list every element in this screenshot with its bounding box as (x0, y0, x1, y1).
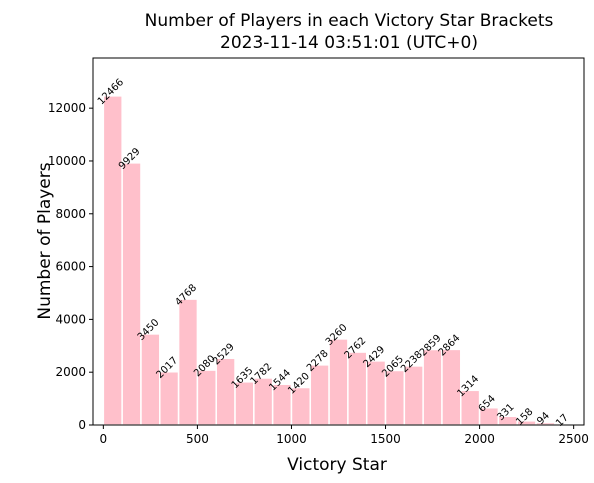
y-tick-label: 6000 (55, 260, 86, 274)
bar-1100 (309, 364, 330, 426)
x-tick-label: 1000 (276, 432, 307, 446)
bar-1700 (422, 348, 443, 426)
bars-group (102, 95, 575, 426)
chart-title-line2: 2023-11-14 03:51:01 (UTC+0) (220, 33, 478, 53)
bar-1600 (403, 365, 424, 426)
y-axis-ticks: 0 2000 4000 6000 8000 10000 12000 (48, 101, 93, 432)
y-tick-label: 8000 (55, 207, 86, 221)
bar-100 (121, 162, 142, 426)
bar-0 (102, 95, 123, 426)
y-tick-label: 12000 (48, 101, 86, 115)
y-tick-label: 0 (78, 418, 86, 432)
x-tick-label: 2000 (464, 432, 495, 446)
bar-600 (215, 357, 236, 426)
y-axis-label: Number of Players (35, 162, 55, 319)
bar-value-label: 17 (554, 412, 571, 429)
chart-title-line1: Number of Players in each Victory Star B… (145, 11, 554, 31)
plot-frame (92, 57, 585, 426)
x-axis-label: Victory Star (287, 455, 387, 475)
x-axis-ticks: 0 500 1000 1500 2000 2500 (100, 425, 589, 446)
y-tick-label: 2000 (55, 365, 86, 379)
bar-400 (177, 298, 199, 426)
x-tick-label: 1500 (370, 432, 401, 446)
y-tick-label: 10000 (48, 154, 86, 168)
x-tick-label: 2500 (558, 432, 589, 446)
bar-200 (140, 333, 161, 426)
bar-1800 (441, 348, 462, 426)
x-tick-label: 0 (100, 432, 108, 446)
x-tick-label: 500 (186, 432, 209, 446)
y-tick-label: 4000 (55, 312, 86, 326)
